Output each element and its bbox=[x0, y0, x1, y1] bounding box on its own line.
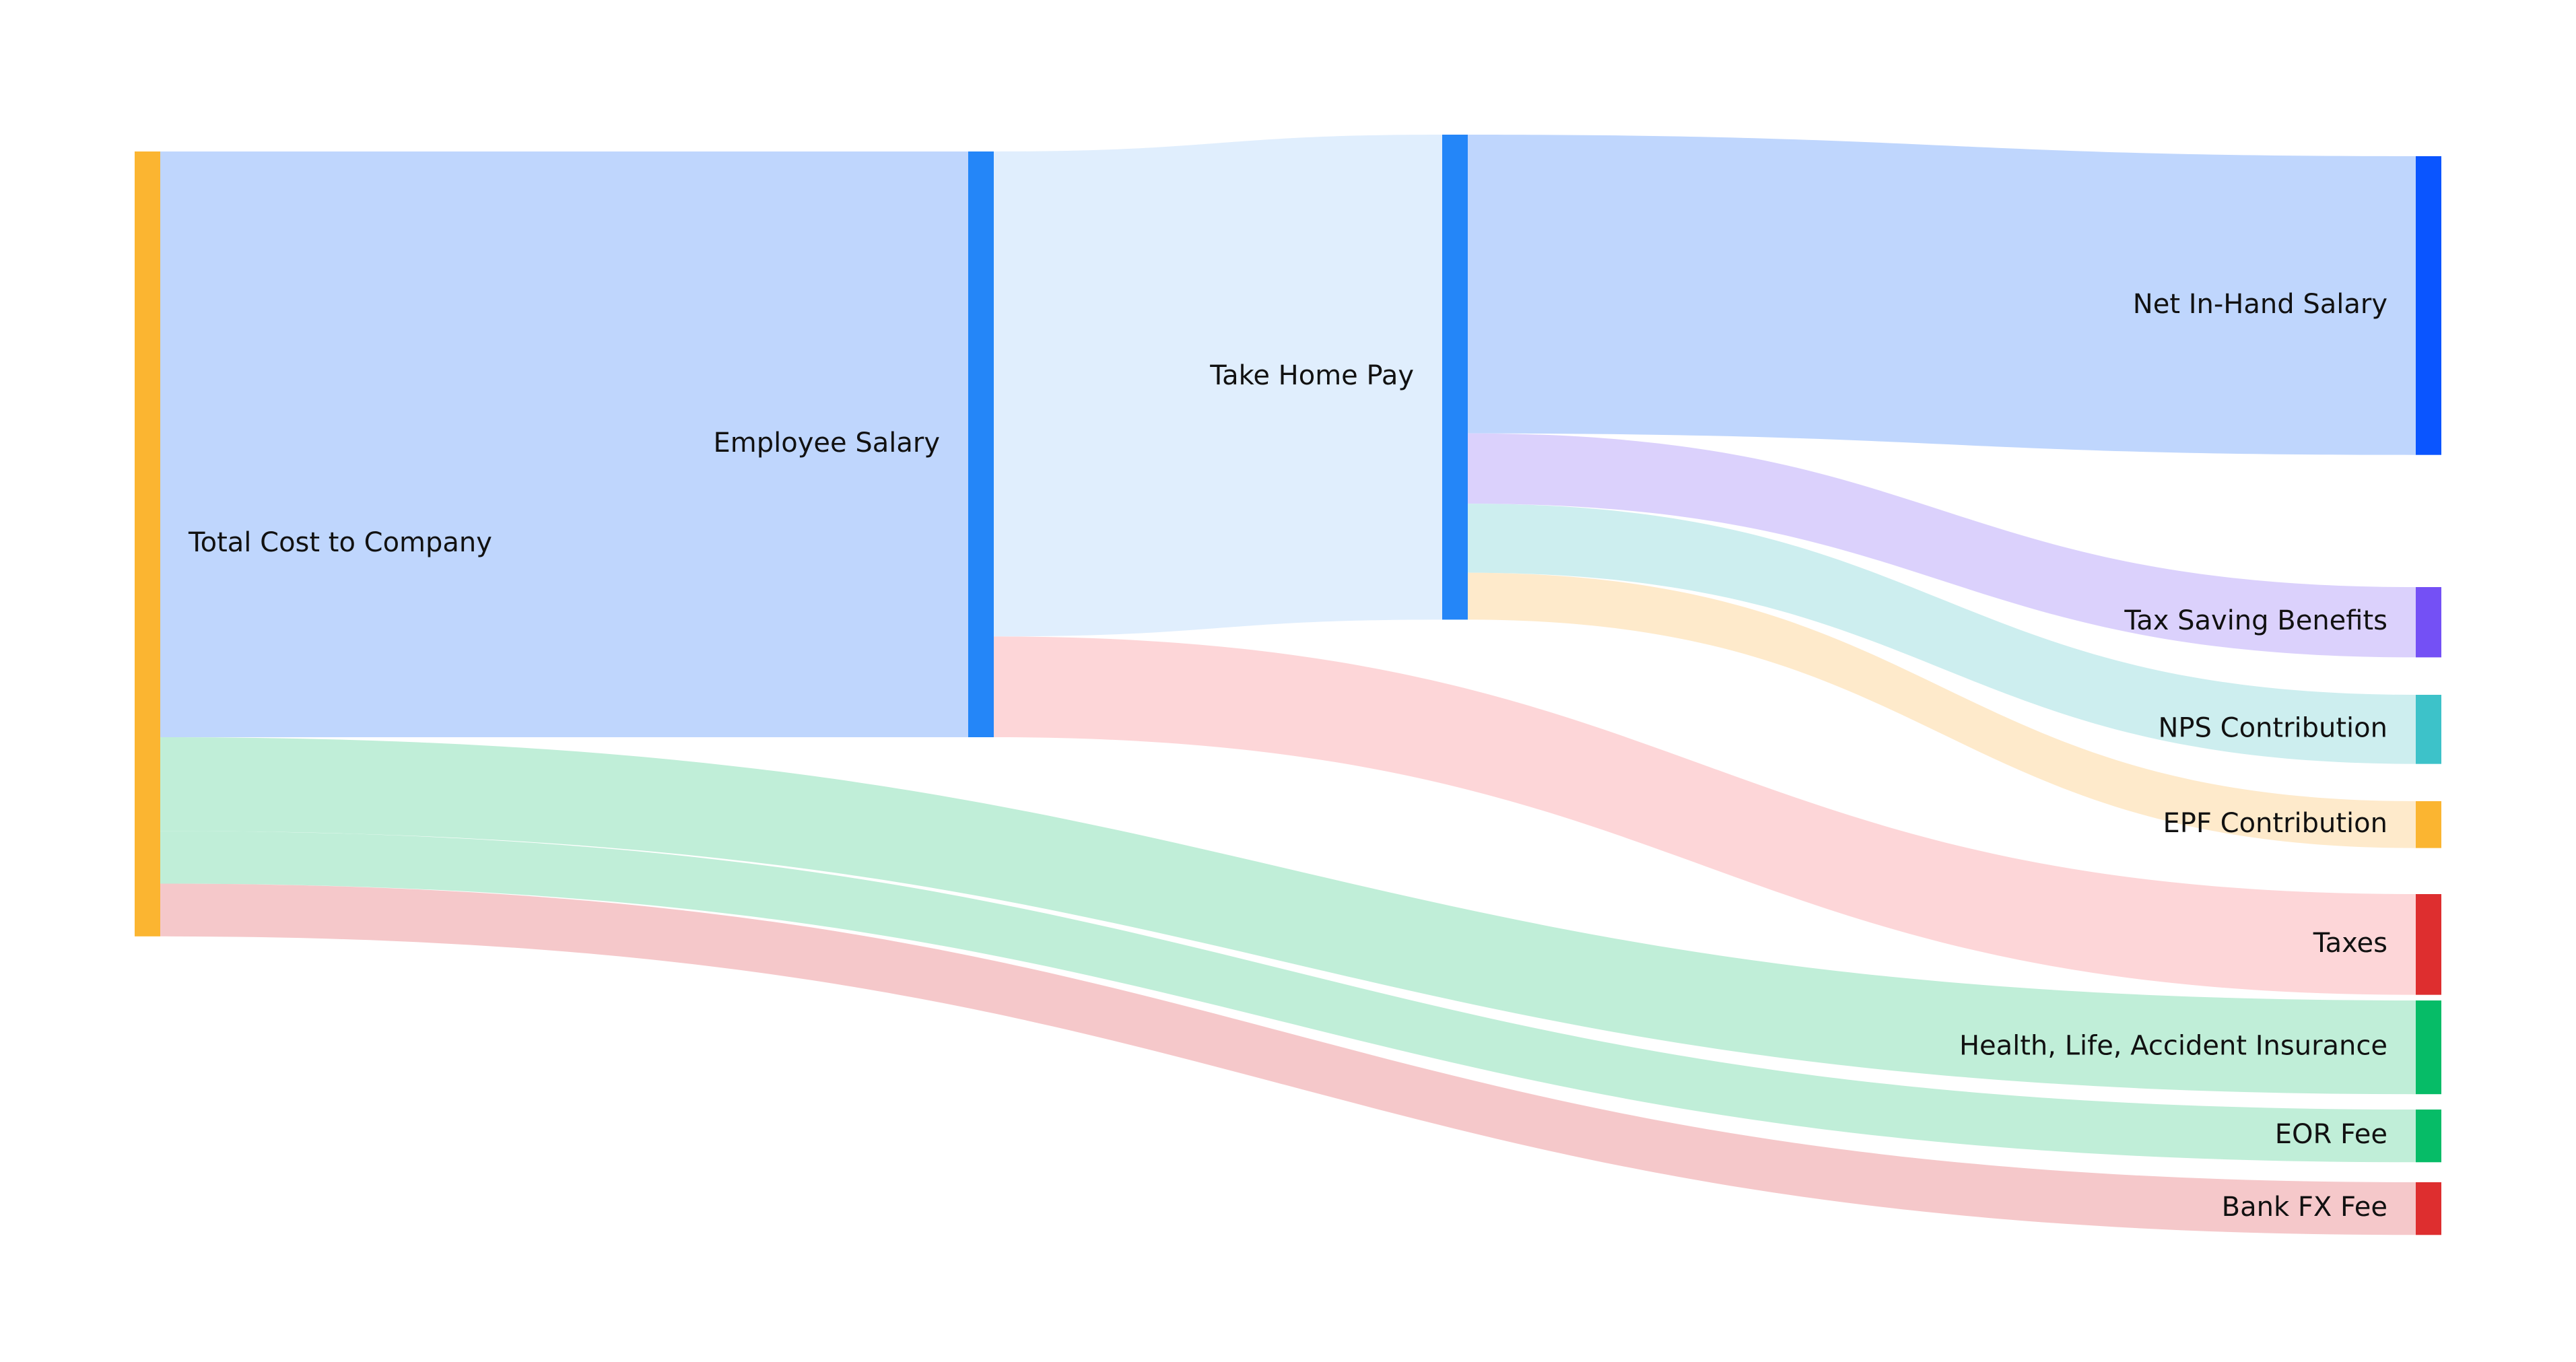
link-takehome-to-nps bbox=[1468, 504, 2416, 764]
link-total-to-insurance bbox=[160, 737, 2416, 1095]
node-label-total: Total Cost to Company bbox=[188, 527, 492, 558]
sankey-links bbox=[160, 135, 2416, 1235]
node-label-taxsaving: Tax Saving Benefits bbox=[2124, 605, 2387, 636]
node-label-net: Net In-Hand Salary bbox=[2133, 289, 2387, 320]
node-label-takehome: Take Home Pay bbox=[1209, 360, 1414, 391]
link-total-to-eor bbox=[160, 831, 2416, 1163]
link-takehome-to-epf bbox=[1468, 572, 2416, 848]
node-eor bbox=[2416, 1110, 2441, 1163]
node-label-taxes: Taxes bbox=[2313, 928, 2387, 959]
link-salary-to-takehome bbox=[994, 135, 1442, 637]
link-salary-to-taxes bbox=[994, 636, 2416, 995]
link-takehome-to-taxsaving bbox=[1468, 433, 2416, 658]
link-takehome-to-net bbox=[1468, 135, 2416, 455]
node-label-epf: EPF Contribution bbox=[2163, 808, 2387, 839]
link-total-to-bankfx bbox=[160, 883, 2416, 1235]
sankey-labels: Total Cost to Company Employee Salary Take… bbox=[188, 289, 2387, 1223]
node-salary bbox=[968, 151, 994, 737]
node-bankfx bbox=[2416, 1182, 2441, 1235]
node-label-bankfx: Bank FX Fee bbox=[2222, 1192, 2387, 1223]
node-net bbox=[2416, 156, 2441, 455]
node-epf bbox=[2416, 801, 2441, 848]
node-taxsaving bbox=[2416, 587, 2441, 658]
node-insurance bbox=[2416, 1000, 2441, 1095]
node-taxes bbox=[2416, 894, 2441, 995]
sankey-nodes bbox=[135, 135, 2441, 1235]
node-label-salary: Employee Salary bbox=[714, 428, 940, 458]
node-label-eor: EOR Fee bbox=[2275, 1119, 2387, 1150]
node-nps bbox=[2416, 695, 2441, 764]
node-takehome bbox=[1442, 135, 1468, 620]
node-label-insurance: Health, Life, Accident Insurance bbox=[1959, 1031, 2387, 1062]
node-label-nps: NPS Contribution bbox=[2158, 712, 2387, 743]
link-total-to-salary bbox=[160, 151, 968, 737]
node-total bbox=[135, 151, 160, 937]
